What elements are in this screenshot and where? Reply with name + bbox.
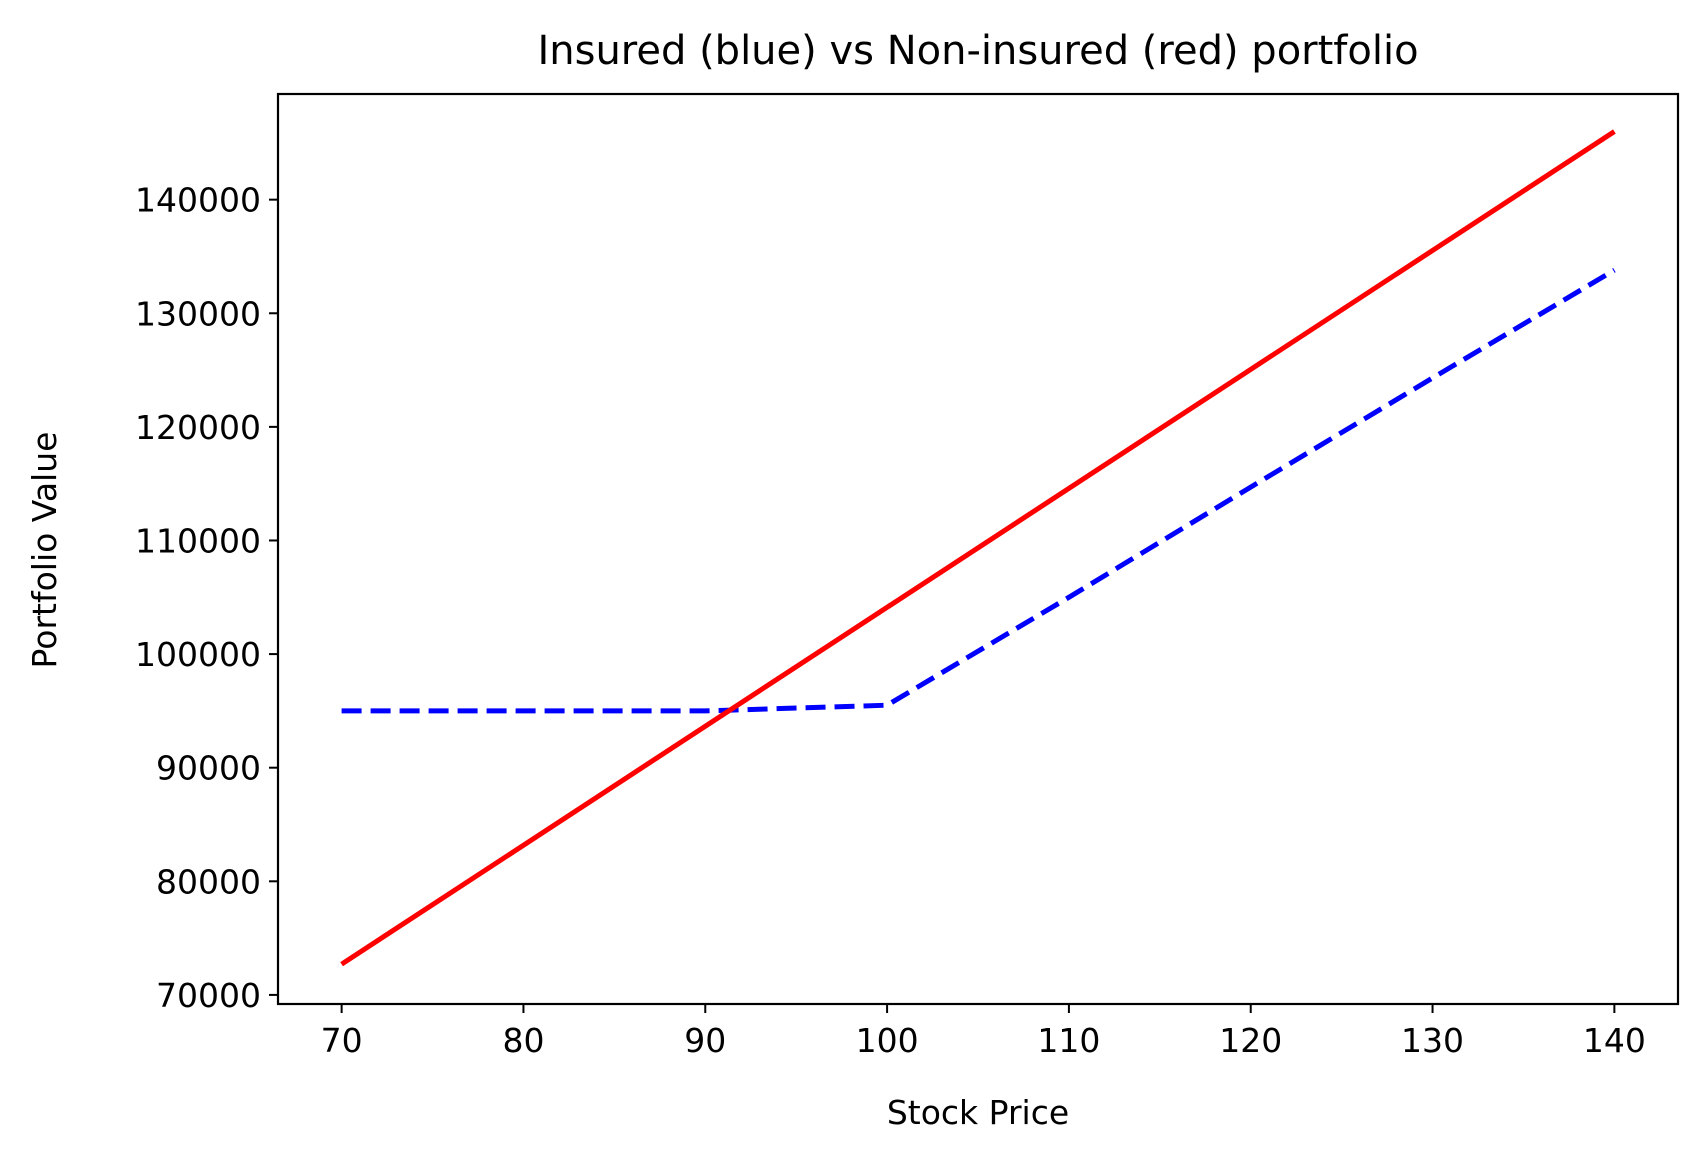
x-tick-label: 120 [1219,1021,1282,1060]
series-line-insured [341,267,1616,714]
y-tick-label: 120000 [135,408,261,447]
y-tick-label: 130000 [135,294,261,333]
y-tick-label: 140000 [135,181,261,220]
y-axis-label: Portfolio Value [25,432,64,669]
y-tick-label: 100000 [135,635,261,674]
y-tick-label: 70000 [156,976,261,1015]
x-tick-label: 70 [321,1021,363,1060]
x-tick-label: 110 [1037,1021,1100,1060]
chart-title: Insured (blue) vs Non-insured (red) port… [537,28,1418,74]
y-tick-label: 80000 [156,862,261,901]
x-tick-label: 90 [684,1021,726,1060]
plot-frame [276,92,1680,1006]
x-tick-label: 100 [856,1021,919,1060]
x-tick-label: 140 [1583,1021,1646,1060]
series-line-non-insured [340,129,1616,967]
x-axis: 70 80 90 100 110 120 130 140 [321,1004,1646,1060]
plot-area [340,129,1616,967]
x-tick-label: 80 [502,1021,544,1060]
y-axis: 70000 80000 90000 100000 110000 120000 130000 1… [135,181,278,1015]
x-tick-label: 130 [1401,1021,1464,1060]
x-axis-label: Stock Price [887,1093,1069,1132]
y-tick-label: 90000 [156,749,261,788]
y-tick-label: 110000 [135,521,261,560]
